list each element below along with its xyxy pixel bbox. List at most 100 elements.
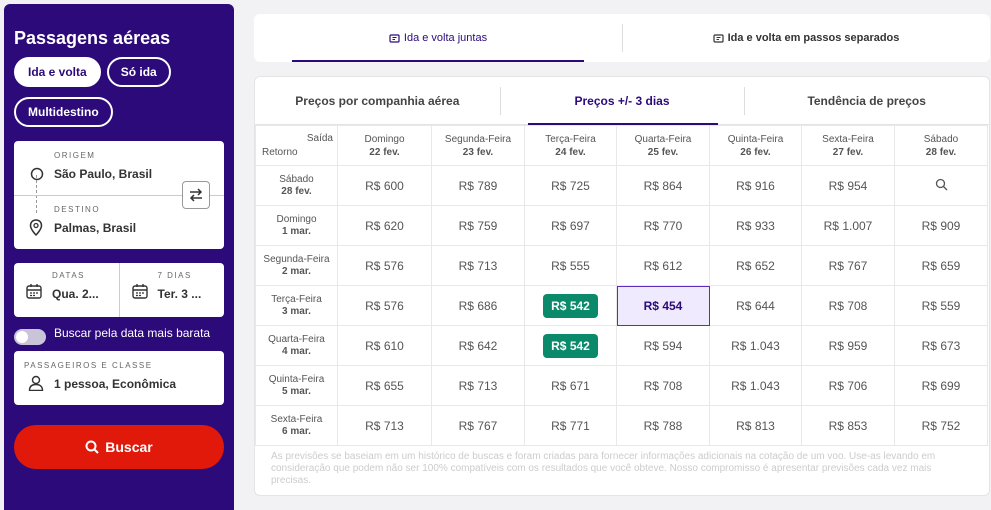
swap-arrows-icon: [189, 188, 203, 202]
price-value: R$ 1.043: [731, 338, 780, 353]
price-cell[interactable]: R$ 708: [616, 365, 710, 406]
origin-field[interactable]: ORIGEM São Paulo, Brasil: [14, 141, 224, 195]
price-cell[interactable]: R$ 788: [616, 405, 710, 446]
price-cell[interactable]: R$ 697: [524, 205, 617, 246]
price-cell[interactable]: R$ 713: [337, 405, 432, 446]
price-cell[interactable]: [894, 165, 988, 206]
price-cell[interactable]: R$ 612: [616, 245, 710, 286]
price-value: R$ 864: [643, 178, 683, 193]
price-cell[interactable]: R$ 706: [801, 365, 895, 406]
price-value: R$ 708: [643, 378, 683, 393]
price-cell[interactable]: R$ 813: [709, 405, 802, 446]
price-cell[interactable]: R$ 559: [894, 285, 988, 326]
header-date: 25 fev.: [647, 146, 679, 158]
departure-date-header: Sexta-Feira 27 fev.: [801, 125, 895, 166]
price-cell[interactable]: R$ 713: [431, 245, 525, 286]
sidebar-title: Passagens aéreas: [14, 28, 171, 48]
price-value: R$ 642: [458, 338, 498, 353]
swap-button[interactable]: [182, 181, 210, 209]
price-value: R$ 612: [643, 258, 683, 273]
price-cell[interactable]: R$ 610: [337, 325, 432, 366]
return-date-header: Segunda-Feira 2 mar.: [255, 245, 338, 286]
tab-prices-plus-minus-3-days[interactable]: Preços +/- 3 dias: [499, 77, 745, 125]
price-cell[interactable]: R$ 542: [524, 285, 617, 326]
price-value: R$ 576: [365, 258, 404, 273]
price-cell[interactable]: R$ 659: [894, 245, 988, 286]
dates-box: DATAS Qua. 2... 7 DIAS Ter. 3 ...: [14, 263, 224, 317]
price-cell[interactable]: R$ 933: [709, 205, 802, 246]
trip-type-round-trip[interactable]: Ida e volta: [14, 57, 101, 87]
price-cell[interactable]: R$ 1.043: [709, 365, 802, 406]
tab-round-trip-together[interactable]: Ida e volta juntas: [254, 14, 622, 62]
price-cell[interactable]: R$ 1.043: [709, 325, 802, 366]
price-cell[interactable]: R$ 770: [616, 205, 710, 246]
table-row: Domingo 1 mar. R$ 620 R$ 759 R$ 697 R$ 770 R$ …: [255, 205, 988, 246]
return-date-header: Domingo 1 mar.: [255, 205, 338, 246]
price-cell[interactable]: R$ 959: [801, 325, 895, 366]
price-cell[interactable]: R$ 655: [337, 365, 432, 406]
price-cell[interactable]: R$ 771: [524, 405, 617, 446]
route-dotted-line: [36, 175, 37, 213]
destination-label: DESTINO: [54, 205, 101, 214]
passengers-value: 1 pessoa, Econômica: [54, 377, 177, 391]
price-cell[interactable]: R$ 644: [709, 285, 802, 326]
price-cell[interactable]: R$ 789: [431, 165, 525, 206]
price-cell[interactable]: R$ 600: [337, 165, 432, 206]
price-value: R$ 916: [736, 178, 775, 193]
price-cell[interactable]: R$ 576: [337, 245, 432, 286]
price-cell[interactable]: R$ 767: [431, 405, 525, 446]
search-icon: [85, 440, 99, 454]
price-cell[interactable]: R$ 620: [337, 205, 432, 246]
tab-prices-by-airline[interactable]: Preços por companhia aérea: [295, 93, 460, 108]
price-cell[interactable]: R$ 864: [616, 165, 710, 206]
price-value: R$ 659: [921, 258, 961, 273]
price-cell[interactable]: R$ 686: [431, 285, 525, 326]
departure-date-header: Segunda-Feira 23 fev.: [431, 125, 525, 166]
price-cell[interactable]: R$ 853: [801, 405, 895, 446]
row-day: Quinta-Feira: [268, 373, 325, 385]
price-value: R$ 713: [458, 258, 498, 273]
destination-field[interactable]: DESTINO Palmas, Brasil: [14, 195, 224, 249]
price-cell[interactable]: R$ 699: [894, 365, 988, 406]
price-value: R$ 600: [365, 178, 404, 193]
departure-date-header: Domingo 22 fev.: [337, 125, 432, 166]
price-cell[interactable]: R$ 752: [894, 405, 988, 446]
tab-price-trend[interactable]: Tendência de preços: [744, 77, 989, 124]
price-cell[interactable]: R$ 1.007: [801, 205, 895, 246]
return-date-field[interactable]: 7 DIAS Ter. 3 ...: [118, 263, 225, 317]
price-cell[interactable]: R$ 652: [709, 245, 802, 286]
price-cell[interactable]: R$ 759: [431, 205, 525, 246]
calendar-icon: [26, 284, 42, 299]
header-date: 28 fev.: [925, 146, 957, 158]
tab-round-trip-separate[interactable]: Ida e volta em passos separados: [622, 14, 990, 62]
price-cell[interactable]: R$ 708: [801, 285, 895, 326]
search-button[interactable]: Buscar: [14, 425, 224, 469]
price-cell[interactable]: R$ 909: [894, 205, 988, 246]
price-value: R$ 555: [551, 258, 590, 273]
row-day: Quarta-Feira: [268, 333, 325, 345]
cheapest-date-toggle[interactable]: [14, 329, 46, 345]
trip-type-one-way[interactable]: Só ida: [106, 57, 171, 87]
price-cell[interactable]: R$ 576: [337, 285, 432, 326]
od-divider: [14, 195, 224, 196]
departure-date-field[interactable]: DATAS Qua. 2...: [14, 263, 119, 317]
price-cell[interactable]: R$ 954: [801, 165, 895, 206]
dates-label: DATAS: [52, 271, 85, 280]
price-cell[interactable]: R$ 713: [431, 365, 525, 406]
table-row: Sexta-Feira 6 mar. R$ 713 R$ 767 R$ 771 R$ 78…: [255, 405, 988, 446]
trip-type-multi-city[interactable]: Multidestino: [14, 97, 113, 127]
price-cell[interactable]: R$ 594: [616, 325, 710, 366]
price-cell[interactable]: R$ 725: [524, 165, 617, 206]
price-cell[interactable]: R$ 916: [709, 165, 802, 206]
table-row: Segunda-Feira 2 mar. R$ 576 R$ 713 R$ 555 R$ …: [255, 245, 988, 286]
passengers-class-field[interactable]: PASSAGEIROS E CLASSE 1 pessoa, Econômica: [14, 351, 224, 405]
cheapest-price-badge: R$ 542: [543, 293, 598, 318]
price-cell[interactable]: R$ 642: [431, 325, 525, 366]
price-cell[interactable]: R$ 673: [894, 325, 988, 366]
price-cell[interactable]: R$ 542: [524, 325, 617, 366]
price-cell[interactable]: R$ 767: [801, 245, 895, 286]
price-cell[interactable]: R$ 671: [524, 365, 617, 406]
price-cell[interactable]: R$ 454: [616, 285, 710, 326]
price-value: R$ 1.043: [731, 378, 780, 393]
price-cell[interactable]: R$ 555: [524, 245, 617, 286]
